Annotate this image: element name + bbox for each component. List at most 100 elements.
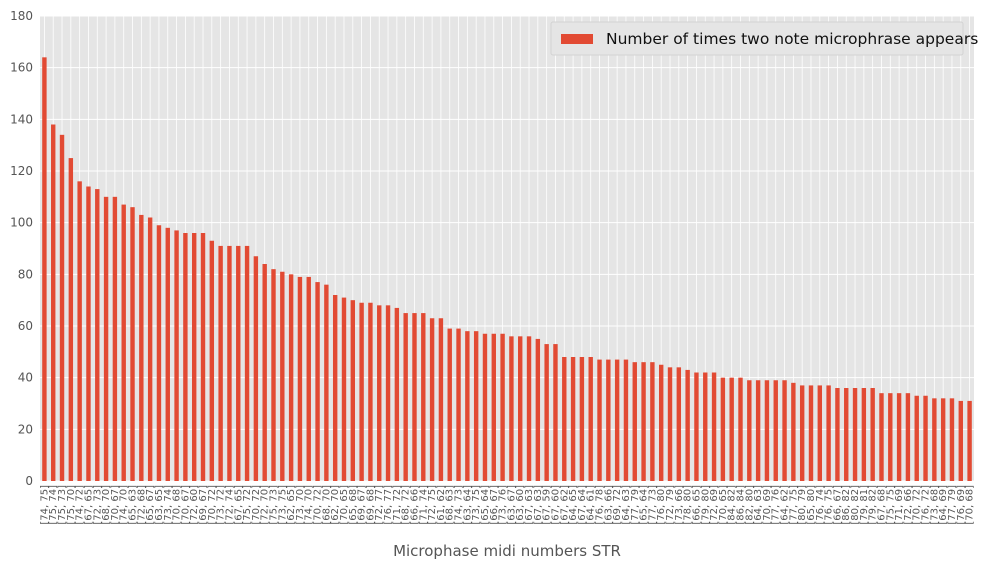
bar <box>359 302 364 481</box>
y-tick-label: 60 <box>18 319 33 333</box>
x-tick-label: [70, 72] <box>912 485 923 525</box>
bar <box>905 393 911 481</box>
bar <box>253 256 259 481</box>
x-tick-label: [74, 70] <box>304 485 315 525</box>
bar <box>456 328 461 481</box>
bars <box>42 57 972 482</box>
bar <box>650 362 655 481</box>
x-tick-label: [82, 80] <box>744 485 755 525</box>
x-tick-label: [68, 70] <box>101 485 112 525</box>
x-tick-label: [70, 72] <box>313 485 324 525</box>
bar <box>288 274 294 481</box>
y-tick-label: 180 <box>10 9 33 23</box>
bar <box>209 240 215 481</box>
bar <box>315 282 320 481</box>
y-tick-label: 20 <box>18 422 33 436</box>
x-tick-label: [69, 67] <box>357 485 368 525</box>
bar <box>51 124 56 481</box>
bar <box>86 186 91 481</box>
bar <box>271 269 276 481</box>
bar <box>738 377 743 481</box>
bar <box>438 318 444 481</box>
x-tick-label: [72, 79] <box>665 485 676 525</box>
bar <box>949 398 955 481</box>
x-tick-label: [79, 81] <box>859 485 870 525</box>
bar <box>940 398 946 481</box>
x-tick-label: [70, 68] <box>965 485 976 525</box>
y-axis-ticks: 0 20 40 60 80 100 120 140 160 180 <box>10 9 33 488</box>
x-tick-label: [74, 73] <box>454 485 465 525</box>
x-tick-label: [65, 80] <box>806 485 817 525</box>
x-tick-label: [72, 70] <box>260 485 271 525</box>
bar <box>544 344 549 481</box>
legend-box <box>550 21 964 56</box>
bar <box>535 338 541 481</box>
bar <box>597 359 602 481</box>
bar <box>826 385 831 481</box>
x-tick-label: [70, 72] <box>207 485 218 525</box>
x-tick-label: [73, 66] <box>674 485 685 525</box>
x-tick-label: [71, 74] <box>418 485 429 525</box>
bar <box>817 385 823 481</box>
bar <box>641 362 646 481</box>
bar <box>42 57 47 481</box>
x-tick-label: [77, 76] <box>771 485 782 525</box>
bar <box>412 313 417 481</box>
x-tick-label: [64, 69] <box>938 485 949 525</box>
x-tick-label: [71, 72] <box>392 485 403 525</box>
x-tick-label: [72, 75] <box>427 485 438 525</box>
bar <box>923 395 928 481</box>
bar <box>103 196 109 482</box>
x-tick-label: [67, 68] <box>876 485 887 525</box>
x-tick-label: [73, 74] <box>163 485 174 525</box>
bar <box>500 333 505 481</box>
bar <box>879 393 884 481</box>
x-tick-label: [68, 72] <box>401 485 412 525</box>
x-tick-label: [76, 77] <box>383 485 394 525</box>
x-tick-label: [76, 78] <box>595 485 606 525</box>
x-tick-label: [76, 69] <box>956 485 967 525</box>
bar <box>429 318 435 481</box>
bar <box>888 393 893 481</box>
bar <box>394 307 400 481</box>
x-tick-label: [65, 67] <box>145 485 156 525</box>
x-tick-label: [68, 63] <box>445 485 456 525</box>
bar <box>685 369 690 481</box>
x-tick-label: [65, 64] <box>480 485 491 525</box>
x-tick-label: [73, 75] <box>471 485 482 525</box>
x-tick-label: [61, 62] <box>436 485 447 525</box>
x-tick-label: [73, 68] <box>929 485 940 525</box>
x-tick-label: [73, 72] <box>216 485 227 525</box>
bar <box>570 357 576 481</box>
x-tick-label: [67, 59] <box>542 485 553 525</box>
bar <box>200 233 206 481</box>
bar <box>332 295 338 481</box>
x-tick-label: [68, 70] <box>321 485 332 525</box>
bar <box>861 388 867 481</box>
bar <box>368 302 373 481</box>
x-tick-label: [67, 65] <box>233 485 244 525</box>
x-tick-label: [69, 67] <box>198 485 209 525</box>
bar <box>482 333 488 481</box>
bar <box>421 313 426 481</box>
bar <box>808 385 814 481</box>
x-tick-label: [77, 73] <box>647 485 658 525</box>
bar <box>676 367 682 481</box>
bar <box>870 388 875 481</box>
plot-background <box>40 16 974 481</box>
x-tick-label: [66, 66] <box>409 485 420 525</box>
x-tick-label: [70, 68] <box>172 485 183 525</box>
bar <box>764 380 770 481</box>
x-tick-label: [66, 67] <box>832 485 843 525</box>
legend-label: Number of times two note microphrase app… <box>606 30 978 48</box>
bar <box>465 331 470 481</box>
bar <box>156 225 162 481</box>
bar <box>720 377 726 481</box>
bar <box>667 367 673 481</box>
bar <box>773 380 778 481</box>
bar <box>112 196 118 482</box>
y-tick-label: 160 <box>10 61 33 75</box>
bar <box>183 233 188 481</box>
y-tick-label: 80 <box>18 267 33 281</box>
x-tick-label: [63, 66] <box>603 485 614 525</box>
